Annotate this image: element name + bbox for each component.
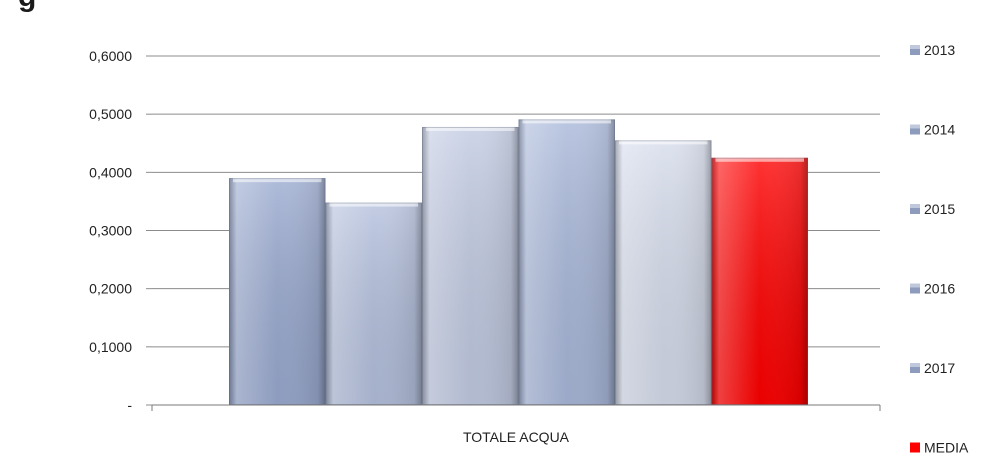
bar-media bbox=[711, 157, 808, 405]
y-tick-label: 0,5000 bbox=[89, 106, 132, 122]
page-title: g bbox=[18, 0, 36, 14]
legend-item-media: MEDIA bbox=[910, 440, 969, 456]
legend-label: 2015 bbox=[924, 201, 955, 217]
y-tick-label: - bbox=[127, 397, 132, 413]
bar-2017 bbox=[615, 140, 712, 405]
bar-2014 bbox=[325, 202, 422, 405]
bar-2013 bbox=[229, 178, 326, 405]
bar-bevel bbox=[325, 202, 422, 405]
legend-label: MEDIA bbox=[924, 440, 969, 456]
y-tick-label: 0,4000 bbox=[89, 164, 132, 180]
y-axis-ticks: - 0,1000 0,2000 0,3000 0,4000 0,5000 0,6000 bbox=[89, 48, 152, 413]
y-tick-label: 0,2000 bbox=[89, 281, 132, 297]
bar-highlight bbox=[233, 178, 322, 183]
bar-highlight bbox=[329, 202, 418, 207]
bar-highlight bbox=[715, 157, 804, 162]
x-axis: TOTALE ACQUA bbox=[151, 404, 881, 445]
legend-swatch bbox=[910, 363, 920, 373]
legend-swatch-highlight bbox=[910, 45, 920, 49]
bar-2015 bbox=[422, 126, 519, 406]
legend-swatch-highlight bbox=[910, 363, 920, 367]
legend-item-2015: 2015 bbox=[910, 201, 955, 217]
y-tick-label: 0,6000 bbox=[89, 48, 132, 64]
legend-swatch bbox=[910, 124, 920, 135]
bar-bevel bbox=[711, 157, 808, 405]
bar-bevel bbox=[229, 178, 326, 405]
bar-bevel bbox=[422, 126, 519, 406]
legend-item-2017: 2017 bbox=[910, 360, 955, 376]
legend-item-2013: 2013 bbox=[910, 42, 955, 58]
bars bbox=[229, 119, 808, 406]
legend-label: 2013 bbox=[924, 42, 955, 58]
bar-highlight bbox=[619, 140, 708, 145]
x-category-label: TOTALE ACQUA bbox=[463, 429, 570, 445]
legend-swatch-highlight bbox=[910, 283, 920, 288]
legend-item-2016: 2016 bbox=[910, 281, 955, 297]
legend-swatch bbox=[910, 442, 920, 453]
legend-swatch bbox=[910, 283, 920, 294]
legend-label: 2014 bbox=[924, 122, 955, 138]
y-tick-label: 0,3000 bbox=[89, 223, 132, 239]
bar-bevel bbox=[615, 140, 712, 405]
bar-bevel bbox=[518, 119, 615, 405]
legend-label: 2016 bbox=[924, 281, 955, 297]
legend-label: 2017 bbox=[924, 360, 955, 376]
legend-swatch bbox=[910, 45, 920, 55]
legend-item-2014: 2014 bbox=[910, 122, 955, 138]
y-tick-label: 0,1000 bbox=[89, 339, 132, 355]
bar-highlight bbox=[426, 126, 515, 131]
legend: 2013 2014 2015 2016 2017 MEDIA bbox=[910, 42, 969, 456]
bar-highlight bbox=[522, 119, 611, 124]
bar-2016 bbox=[518, 119, 615, 405]
legend-swatch-highlight bbox=[910, 124, 920, 129]
legend-swatch bbox=[910, 204, 920, 214]
legend-swatch-highlight bbox=[910, 204, 920, 208]
